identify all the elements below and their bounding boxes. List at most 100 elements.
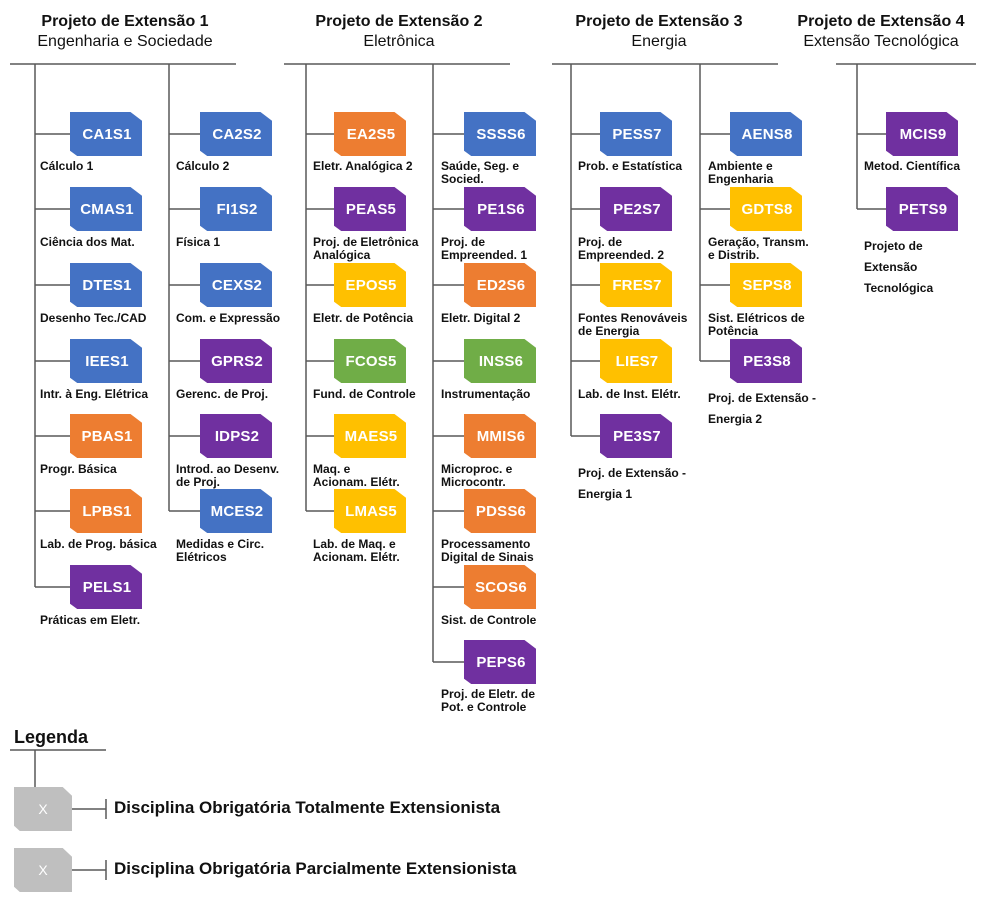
course-code: SEPS8 [742,276,792,294]
project-subtitle: Energia [631,33,687,50]
course-label: Gerenc. de Proj. [176,387,269,401]
legend-symbol-text: X [38,862,48,878]
course-box: PDSS6 [464,489,536,533]
course-label: Fund. de Controle [313,387,416,401]
course-label: Ciência dos Mat. [40,235,135,249]
course-box: ED2S6 [464,263,536,307]
course-code: IEES1 [85,352,129,370]
course-code: PEPS6 [476,653,526,671]
course-code: PE2S7 [613,200,661,218]
course-code: EA2S5 [346,125,396,143]
course-box: INSS6 [464,339,536,383]
legend-symbol-partial: X [14,848,72,892]
course-label: Lab. de Maq. e Acionam. Elétr. [313,537,400,564]
course-label: Lab. de Inst. Elétr. [578,387,681,401]
course-label: Proj. de Extensão - Energia 1 [578,466,687,501]
course-box: GDTS8 [730,187,802,231]
course-box: FRES7 [600,263,672,307]
course-box: CA2S2 [200,112,272,156]
course-box: SSSS6 [464,112,536,156]
course-code: MCIS9 [899,125,947,143]
course-code: INSS6 [478,352,524,370]
course-box: PE3S8 [730,339,802,383]
course-label: Projeto de Extensão Tecnológica [864,239,934,295]
legend-text-partial: Disciplina Obrigatória Parcialmente Exte… [114,859,517,878]
course-label: Introd. ao Desenv. de Proj. [176,462,280,489]
project-title-4: Projeto de Extensão 4 Extensão Tecnológi… [786,12,976,52]
course-box: SEPS8 [730,263,802,307]
course-label: Proj. de Empreended. 1 [441,235,528,262]
course-box: CMAS1 [70,187,142,231]
course-label: Lab. de Prog. básica [40,537,157,551]
course-label: Progr. Básica [40,462,117,476]
course-code: CA1S1 [82,125,132,143]
course-label: Prob. e Estatística [578,159,683,173]
course-code: PE3S8 [743,352,791,370]
course-code: AENS8 [741,125,793,143]
legend-text-total: Disciplina Obrigatória Totalmente Extens… [114,798,501,817]
course-code: GDTS8 [741,200,793,218]
course-code: PEAS5 [345,200,397,218]
course-box: LMAS5 [334,489,406,533]
course-box: PEAS5 [334,187,406,231]
course-label: Desenho Tec./CAD [40,311,147,325]
project-subtitle: Engenharia e Sociedade [37,33,213,50]
course-code: PDSS6 [475,502,527,520]
course-box: PE1S6 [464,187,536,231]
legend-title: Legenda [14,727,89,747]
course-code: PESS7 [612,125,662,143]
course-label: Maq. e Acionam. Elétr. [313,462,400,489]
course-label: Fontes Renováveis de Energia [578,311,688,338]
course-code: MMIS6 [476,427,526,445]
course-label: Saúde, Seg. e Socied. [441,159,520,186]
course-code: CEXS2 [211,276,263,294]
course-box: PELS1 [70,565,142,609]
project-title-2: Projeto de Extensão 2 Eletrônica [288,12,510,52]
course-box: PETS9 [886,187,958,231]
course-label: Ambiente e Engenharia [708,159,774,186]
course-box: IDPS2 [200,414,272,458]
course-label: Processamento Digital de Sinais [441,537,534,564]
project-subtitle: Extensão Tecnológica [803,33,959,50]
course-code: CA2S2 [212,125,262,143]
course-label: Metod. Científica [864,159,961,173]
course-label: Proj. de Extensão - Energia 2 [708,391,817,426]
course-box: MAES5 [334,414,406,458]
course-box: AENS8 [730,112,802,156]
legend-symbol-text: X [38,801,48,817]
course-code: PBAS1 [81,427,133,445]
project-subtitle: Eletrônica [363,33,435,50]
course-code: PE3S7 [613,427,661,445]
course-label: Intr. à Eng. Elétrica [40,387,149,401]
course-box: MMIS6 [464,414,536,458]
course-label: Eletr. de Potência [313,311,414,325]
course-box: IEES1 [70,339,142,383]
course-box: FI1S2 [200,187,272,231]
course-code: PETS9 [898,200,948,218]
project-name: Projeto de Extensão 3 [575,13,743,30]
course-code: IDPS2 [214,427,260,445]
course-label: Geração, Transm. e Distrib. [708,235,809,262]
course-code: FI1S2 [216,200,258,218]
course-box: SCOS6 [464,565,536,609]
course-label: Instrumentação [441,387,531,401]
course-code: MCES2 [210,502,264,520]
course-code: FRES7 [612,276,662,294]
course-box: DTES1 [70,263,142,307]
course-box: PESS7 [600,112,672,156]
course-code: GPRS2 [211,352,263,370]
course-code: SSSS6 [476,125,526,143]
project-name: Projeto de Extensão 1 [41,13,209,30]
course-label: Cálculo 2 [176,159,230,173]
course-box: MCIS9 [886,112,958,156]
course-box: EA2S5 [334,112,406,156]
course-box: PBAS1 [70,414,142,458]
course-box: PE2S7 [600,187,672,231]
course-label: Medidas e Circ. Elétricos [176,537,265,564]
course-label: Proj. de Eletr. de Pot. e Controle [441,687,536,714]
course-code: LIES7 [615,352,659,370]
course-label: Proj. de Eletrônica Analógica [313,235,419,262]
course-code: EPOS5 [345,276,397,294]
course-box: PEPS6 [464,640,536,684]
